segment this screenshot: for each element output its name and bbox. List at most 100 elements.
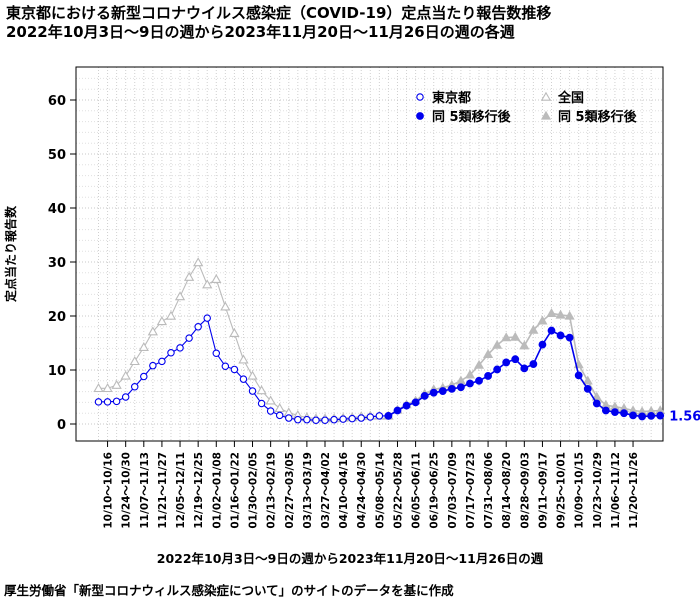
x-tick-label: 12/19～12/25 — [193, 452, 205, 529]
data-point — [239, 375, 248, 383]
legend-label: 東京都 — [432, 90, 471, 106]
data-point — [457, 383, 465, 392]
data-point — [257, 399, 266, 408]
data-point — [455, 375, 466, 385]
y-tick-label: 20 — [48, 310, 66, 325]
x-tick-label: 03/13～03/19 — [302, 452, 314, 529]
x-tick-label: 03/27～04/02 — [320, 452, 332, 529]
data-point — [221, 362, 230, 370]
data-point — [103, 398, 112, 406]
x-tick-label: 11/21～11/27 — [157, 452, 169, 529]
y-axis: 0 10 20 30 40 50 60 — [48, 94, 76, 433]
data-point — [601, 406, 610, 415]
legend-label: 同 5類移行後 — [432, 109, 512, 125]
data-point — [529, 360, 538, 368]
data-point — [185, 334, 193, 342]
data-point — [629, 411, 637, 420]
data-point — [194, 323, 202, 331]
data-point — [138, 342, 149, 352]
series-line — [98, 317, 389, 421]
x-tick-label: 11/20～11/26 — [628, 452, 640, 529]
data-point — [256, 385, 267, 395]
data-point — [438, 387, 447, 395]
data-point — [538, 340, 547, 349]
data-point — [158, 357, 166, 366]
y-axis-label: 定点当たり報告数 — [3, 205, 18, 302]
data-point — [574, 371, 583, 380]
data-point — [519, 340, 530, 350]
legend-marker — [416, 112, 424, 120]
y-tick-label: 50 — [48, 148, 66, 163]
x-tick-label: 09/25～10/01 — [556, 452, 568, 529]
data-point — [265, 395, 276, 405]
data-point — [212, 349, 221, 358]
series-2 — [384, 326, 665, 421]
data-point — [464, 369, 476, 379]
data-point — [94, 398, 103, 406]
x-tick-label: 12/05～12/11 — [175, 452, 187, 529]
data-point — [112, 397, 121, 406]
data-point — [321, 416, 329, 424]
data-point — [220, 301, 231, 311]
data-point — [130, 382, 139, 391]
x-tick-label: 02/13～02/19 — [266, 452, 278, 529]
data-point — [274, 403, 285, 413]
data-point — [357, 414, 365, 422]
data-point — [375, 412, 384, 420]
data-point — [229, 327, 240, 337]
data-point — [120, 370, 131, 380]
legend-label: 同 5類移行後 — [558, 109, 638, 125]
data-point — [230, 365, 239, 374]
data-point — [174, 291, 186, 301]
data-point — [473, 359, 485, 369]
x-tick-label: 06/19～06/25 — [429, 452, 441, 529]
x-tick-label: 11/07～11/13 — [139, 452, 151, 529]
data-point — [248, 387, 257, 395]
data-point — [411, 398, 420, 407]
x-tick-label: 08/14～08/20 — [501, 452, 513, 529]
y-tick-label: 10 — [48, 364, 66, 379]
plot-frame — [75, 66, 664, 442]
data-point — [466, 379, 474, 388]
data-point — [384, 412, 393, 420]
y-tick-label: 40 — [48, 202, 66, 217]
data-point — [238, 354, 249, 364]
data-point — [156, 316, 168, 326]
data-point — [429, 388, 438, 397]
data-point — [537, 315, 548, 325]
legend-label: 全国 — [557, 90, 584, 106]
data-point — [592, 399, 601, 408]
data-point — [121, 393, 130, 401]
data-point — [149, 361, 157, 370]
y-tick-label: 0 — [57, 418, 66, 433]
data-point — [483, 349, 494, 358]
data-point — [528, 324, 539, 334]
data-point — [339, 415, 347, 423]
data-point — [183, 271, 195, 281]
x-tick-label: 08/28～09/03 — [519, 452, 531, 529]
data-point — [93, 383, 104, 393]
data-point — [266, 407, 275, 415]
legend-marker — [540, 110, 552, 120]
data-point — [447, 385, 456, 393]
data-point — [484, 372, 492, 380]
x-tick-label: 04/10～04/16 — [338, 452, 350, 529]
x-tick-label: 04/24～04/30 — [356, 452, 368, 529]
series-layer — [93, 257, 666, 424]
x-axis: 10/10～10/16 10/24～10/30 11/07～11/13 11/21～1… — [103, 441, 640, 529]
x-tick-label: 05/22～05/28 — [392, 452, 404, 529]
legend: 東京都 全国同 5類移行後 同 5類移行後 — [416, 90, 638, 125]
data-point — [502, 358, 511, 367]
x-tick-label: 07/17～07/23 — [465, 452, 477, 529]
data-point — [330, 415, 338, 424]
data-point — [611, 408, 619, 417]
x-tick-label: 01/16～01/22 — [229, 452, 241, 529]
last-value-label: 1.56 — [669, 410, 700, 425]
data-point — [147, 326, 159, 336]
data-point — [247, 370, 258, 380]
data-point — [111, 379, 122, 389]
data-point — [501, 332, 512, 342]
data-point — [275, 411, 284, 420]
x-tick-label: 11/06～11/12 — [610, 452, 622, 529]
